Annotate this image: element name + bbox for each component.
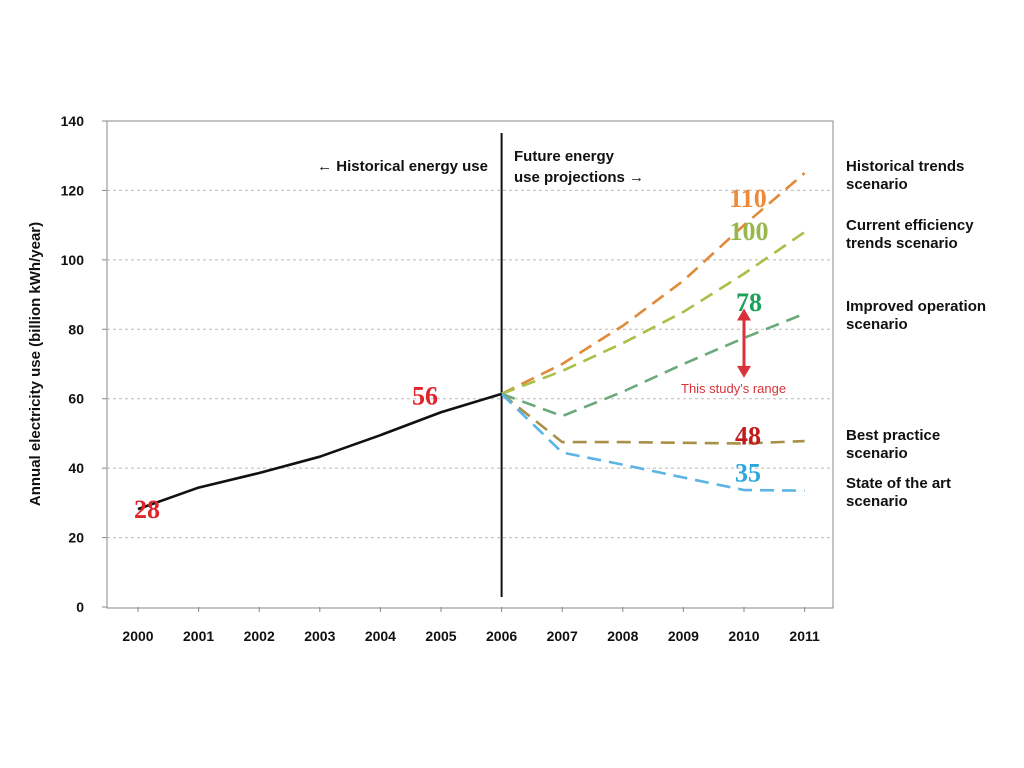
y-tick-label: 60: [68, 391, 84, 407]
x-tick-label: 2011: [789, 628, 820, 644]
study-range: This study's range: [681, 308, 786, 396]
series-line: [500, 392, 805, 445]
value-annotation: 48: [735, 421, 761, 450]
y-tick-label: 80: [68, 321, 84, 337]
series-line: [500, 392, 805, 493]
x-tick-label: 2007: [547, 628, 578, 644]
x-tick-label: 2000: [122, 628, 153, 644]
y-tick-label: 120: [61, 182, 85, 198]
historical-line: [137, 392, 502, 511]
x-tick-label: 2008: [607, 628, 638, 644]
value-annotation: 110: [729, 184, 767, 213]
legend-label: trends scenario: [846, 235, 958, 252]
legend-label: Improved operation: [846, 298, 986, 315]
x-tick-label: 2006: [486, 628, 517, 644]
y-axis-ticks: 0 20 40 60 80 100 120 140: [61, 113, 107, 615]
future-phase-label-line1: Future energy: [514, 148, 615, 165]
series-line: [501, 231, 806, 396]
x-tick-label: 2005: [425, 628, 456, 644]
x-tick-label: 2010: [728, 628, 759, 644]
legend-label: Historical trends: [846, 158, 964, 175]
legend-label: scenario: [846, 176, 908, 193]
value-annotation: 78: [736, 288, 762, 317]
range-label: This study's range: [681, 381, 786, 396]
legend-label: State of the art: [846, 475, 951, 492]
gridlines: [107, 189, 833, 539]
legend-label: scenario: [846, 445, 908, 462]
value-annotations: 28 56 110 100 78 48 35: [134, 184, 769, 524]
y-tick-label: 20: [68, 530, 84, 546]
y-tick-label: 140: [61, 113, 85, 129]
legend-label: scenario: [846, 316, 908, 333]
series-line: [501, 172, 806, 396]
x-tick-label: 2009: [668, 628, 699, 644]
legend-label: Best practice: [846, 427, 940, 444]
historical-phase-label: ← Historical energy use: [317, 158, 488, 175]
y-tick-label: 0: [76, 599, 84, 615]
range-arrow-head-down: [737, 365, 751, 378]
value-annotation: 100: [730, 217, 769, 246]
value-annotation: 56: [412, 382, 438, 411]
value-annotation: 28: [134, 495, 160, 524]
series-line: [501, 312, 806, 418]
x-axis-ticks: 2000 2001 2002 2003 2004 2005 2006 2007 2008 2009…: [122, 607, 820, 644]
series-lines: [137, 172, 806, 511]
x-tick-label: 2004: [365, 628, 396, 644]
legend-label: scenario: [846, 493, 908, 510]
range-arrow-head-up: [737, 308, 751, 321]
plot-frame: [106, 120, 834, 609]
x-tick-label: 2002: [244, 628, 275, 644]
y-tick-label: 40: [68, 460, 84, 476]
x-tick-label: 2001: [183, 628, 214, 644]
future-phase-label-line2: use projections →: [514, 169, 644, 186]
x-tick-label: 2003: [304, 628, 335, 644]
value-annotation: 35: [735, 459, 761, 488]
legend-label: Current efficiency: [846, 217, 974, 234]
y-tick-label: 100: [61, 252, 85, 268]
y-axis-title: Annual electricity use (billion kWh/year…: [27, 222, 44, 506]
